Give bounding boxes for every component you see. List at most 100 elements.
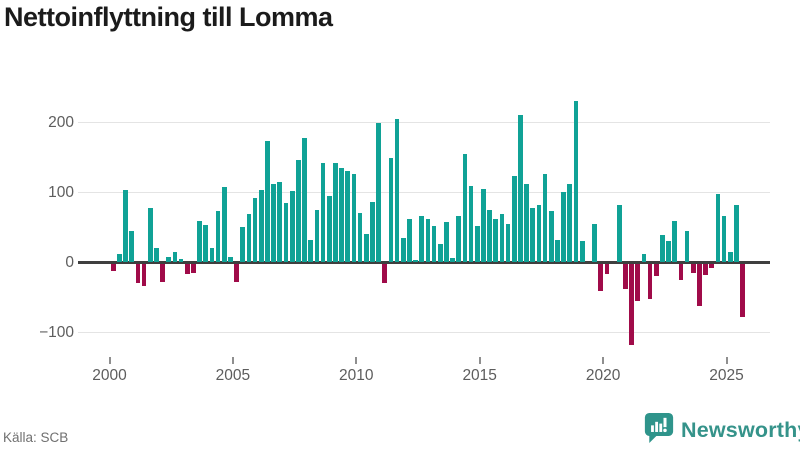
bar-2021Q4 bbox=[647, 263, 653, 299]
y-gridline-100 bbox=[78, 191, 770, 194]
bar-2006Q4 bbox=[277, 181, 283, 262]
bar-2010Q3 bbox=[370, 201, 375, 262]
y-tick-label--100: −100 bbox=[39, 323, 74, 341]
x-tick-label-2020: 2020 bbox=[585, 367, 621, 384]
chart-title: Nettoinflyttning till Lomma bbox=[4, 2, 333, 32]
bar-2009Q3 bbox=[345, 171, 351, 262]
zero-line bbox=[78, 261, 770, 264]
bar-2012Q3 bbox=[419, 215, 425, 262]
bar-2014Q2 bbox=[462, 153, 468, 262]
x-tick-mark-2025 bbox=[725, 357, 728, 364]
bar-2017Q3 bbox=[542, 173, 548, 262]
newsworthy-logo: Newsworthy bbox=[644, 412, 800, 449]
bar-2011Q4 bbox=[400, 237, 406, 262]
bar-2003Q4 bbox=[203, 224, 209, 262]
bar-2019Q3 bbox=[592, 223, 597, 262]
bar-2018Q2 bbox=[561, 192, 566, 262]
bar-2016Q1 bbox=[505, 223, 511, 262]
source-note: Källa: SCB bbox=[3, 430, 69, 445]
bar-2016Q3 bbox=[518, 115, 523, 262]
bar-2024Q3 bbox=[715, 194, 721, 262]
bar-2012Q4 bbox=[425, 219, 431, 262]
bar-2000Q2 bbox=[117, 254, 122, 262]
bar-2004Q2 bbox=[215, 210, 221, 262]
bar-2005Q3 bbox=[246, 213, 252, 262]
bar-2001Q4 bbox=[154, 248, 159, 262]
bar-2024Q4 bbox=[721, 215, 727, 262]
bar-2000Q4 bbox=[129, 230, 135, 262]
bar-2010Q4 bbox=[376, 123, 381, 262]
bar-2019Q1 bbox=[579, 241, 585, 262]
bar-2004Q4 bbox=[228, 257, 233, 262]
bar-2002Q2 bbox=[166, 257, 172, 262]
bar-2020Q4 bbox=[623, 263, 628, 290]
bar-2001Q3 bbox=[147, 208, 153, 262]
bar-2005Q4 bbox=[252, 197, 258, 262]
x-tick-mark-2010 bbox=[355, 357, 358, 364]
bar-2004Q3 bbox=[221, 187, 227, 262]
bar-2006Q1 bbox=[258, 189, 264, 262]
bar-2025Q1 bbox=[727, 252, 733, 262]
bar-2003Q3 bbox=[197, 221, 202, 262]
bar-2010Q1 bbox=[357, 213, 363, 262]
bar-2024Q2 bbox=[709, 263, 715, 268]
bar-2003Q1 bbox=[184, 263, 190, 274]
bar-2015Q4 bbox=[499, 214, 505, 262]
bar-2022Q2 bbox=[660, 235, 665, 262]
bar-2023Q2 bbox=[684, 231, 690, 262]
bar-2016Q4 bbox=[524, 183, 529, 262]
bar-2002Q3 bbox=[172, 251, 178, 262]
x-tick-label-2000: 2000 bbox=[92, 367, 127, 384]
bar-2016Q2 bbox=[511, 175, 517, 262]
y-gridline--100 bbox=[78, 331, 770, 334]
y-tick-label-200: 200 bbox=[48, 113, 74, 131]
bar-2004Q1 bbox=[209, 248, 215, 262]
y-tick-label-0: 0 bbox=[65, 253, 74, 271]
bar-2022Q4 bbox=[672, 221, 678, 262]
x-tick-label-2010: 2010 bbox=[339, 367, 374, 384]
bar-2008Q3 bbox=[320, 163, 326, 262]
bar-2025Q3 bbox=[740, 263, 745, 318]
bar-2005Q1 bbox=[234, 263, 239, 283]
x-tick-mark-2005 bbox=[231, 357, 234, 364]
newsworthy-bubble-chart-icon bbox=[644, 412, 674, 449]
bar-2010Q2 bbox=[363, 234, 369, 262]
bar-2021Q2 bbox=[635, 263, 641, 301]
bar-2022Q3 bbox=[666, 241, 671, 262]
bar-2018Q4 bbox=[573, 101, 579, 262]
bar-2009Q2 bbox=[339, 167, 344, 262]
x-tick-mark-2000 bbox=[108, 357, 111, 364]
bar-2011Q1 bbox=[382, 263, 388, 284]
bar-2013Q3 bbox=[444, 222, 449, 262]
bar-2014Q1 bbox=[456, 215, 462, 262]
bar-2001Q2 bbox=[141, 263, 147, 286]
y-tick-label-100: 100 bbox=[48, 183, 74, 201]
bar-2022Q1 bbox=[653, 263, 659, 277]
bar-2017Q2 bbox=[536, 204, 542, 262]
bar-2021Q3 bbox=[641, 254, 647, 262]
x-tick-label-2005: 2005 bbox=[215, 367, 251, 384]
x-tick-mark-2015 bbox=[478, 357, 481, 364]
x-tick-label-2025: 2025 bbox=[709, 367, 744, 384]
bar-2014Q4 bbox=[474, 226, 480, 262]
bar-2011Q2 bbox=[388, 158, 394, 262]
bar-2013Q1 bbox=[431, 226, 437, 262]
bar-2013Q4 bbox=[450, 257, 455, 262]
bar-2006Q3 bbox=[271, 184, 276, 262]
bar-2023Q3 bbox=[690, 263, 696, 273]
bar-2011Q3 bbox=[394, 118, 400, 262]
newsworthy-logo-text: Newsworthy bbox=[681, 418, 800, 442]
bar-2007Q2 bbox=[289, 191, 295, 262]
bar-2009Q4 bbox=[351, 173, 357, 262]
bar-2000Q3 bbox=[123, 189, 128, 262]
bar-2023Q1 bbox=[678, 263, 684, 280]
bar-2024Q1 bbox=[703, 263, 708, 276]
bar-2008Q4 bbox=[326, 196, 332, 262]
bar-2012Q1 bbox=[407, 218, 412, 262]
bar-2015Q3 bbox=[493, 219, 499, 262]
bar-2007Q3 bbox=[296, 159, 301, 262]
bar-2023Q4 bbox=[697, 263, 702, 306]
bar-2000Q1 bbox=[110, 263, 116, 271]
bar-2017Q1 bbox=[530, 208, 536, 262]
